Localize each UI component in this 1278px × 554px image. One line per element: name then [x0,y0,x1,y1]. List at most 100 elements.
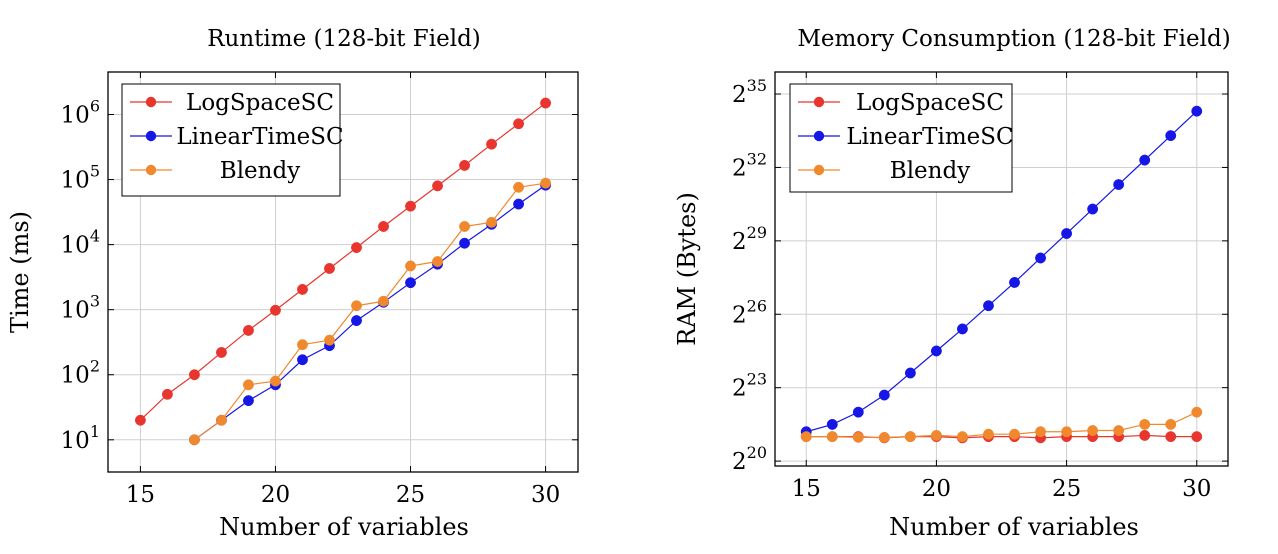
series-blendy [800,406,1203,443]
y-axis-label: Time (ms) [6,211,34,333]
x-axis-label: Number of variables [889,513,1139,541]
data-point [1113,179,1125,191]
x-tick-label: 25 [1052,476,1081,502]
y-tick-label: 106 [61,96,100,128]
legend-marker [813,164,825,176]
data-point [405,260,416,272]
legend-label: Blendy [890,158,970,184]
data-point [983,428,994,440]
data-point [1061,228,1073,239]
data-point [459,237,471,249]
y-tick-exponent: 5 [90,162,100,181]
data-point [878,389,890,401]
y-tick-exponent: 3 [90,292,100,311]
data-point [904,367,916,379]
data-point [1165,130,1177,142]
y-tick-base: 10 [61,233,90,259]
data-point [1035,252,1047,264]
data-point [1139,429,1151,441]
legend-label: LinearTimeSC [176,124,343,150]
data-point [540,177,552,189]
data-point [459,159,471,171]
data-point [1139,154,1151,166]
y-tick-label: 104 [61,227,100,259]
y-tick-base: 10 [61,102,90,128]
y-tick-exponent: 4 [90,227,100,246]
data-point [215,347,227,358]
y-tick-base: 10 [61,168,90,194]
y-axis-label: RAM (Bytes) [673,192,701,346]
chart-title: Runtime (128-bit Field) [207,26,481,52]
data-point [1009,428,1020,440]
y-tick-exponent: 26 [747,296,767,315]
x-tick-label: 15 [792,476,821,502]
data-point [324,263,335,274]
data-point [826,418,838,430]
data-point [297,354,308,366]
legend-entry: LinearTimeSC [130,124,344,150]
data-point [1139,418,1151,430]
data-point [459,221,471,232]
data-point [134,414,146,426]
data-point [161,388,173,400]
data-point [378,295,389,307]
legend-box [121,83,341,197]
y-tick-exponent: 35 [747,76,767,95]
data-point [904,431,916,443]
data-point [513,198,525,210]
data-point [1191,431,1203,443]
x-tick-label: 25 [396,482,425,508]
legend-marker [145,164,157,176]
y-tick-label: 105 [61,162,100,194]
data-point [432,256,443,267]
legend-label: LogSpaceSC [186,90,334,116]
data-point [486,216,498,228]
series-line [806,110,1198,433]
plot-frame [774,71,1229,467]
y-tick-base: 10 [61,298,90,324]
y-tick-label: 101 [61,422,100,454]
legend-marker [813,130,825,142]
y-tick-base: 2 [732,82,747,108]
y-tick-base: 10 [61,363,90,389]
legend-entry: LogSpaceSC [798,90,1004,116]
legend-label: Blendy [220,158,300,184]
data-point [1087,203,1099,215]
data-point [878,431,890,443]
x-tick-label: 30 [1182,476,1211,502]
y-tick-label: 235 [732,76,767,108]
legend: LogSpaceSC LinearTimeSC Blendy [789,83,1014,193]
data-point [351,242,362,254]
chart-title: Memory Consumption (128-bit Field) [797,26,1230,52]
series-logspacesc [134,97,552,426]
series-blendy [188,177,552,446]
data-point [297,339,308,351]
data-point [1113,425,1125,436]
data-point [188,369,200,381]
data-point [324,334,335,346]
data-point [405,277,416,289]
data-point [297,283,308,295]
y-tick-exponent: 23 [747,370,767,389]
y-tick-exponent: 1 [90,422,100,441]
legend-marker [145,96,157,108]
data-point [1009,277,1020,288]
y-tick-exponent: 6 [90,96,100,115]
data-point [852,431,864,443]
x-tick-label: 30 [531,482,560,508]
series-lineartimesc [188,179,552,446]
data-point [956,431,968,443]
y-tick-exponent: 29 [747,223,767,242]
y-tick-base: 2 [732,449,747,475]
data-point [826,431,838,443]
y-tick-base: 2 [732,155,747,181]
y-tick-label: 223 [732,370,767,402]
data-point [243,395,254,407]
data-point [1061,426,1073,438]
data-point [1035,426,1047,438]
x-axis-label: Number of variables [219,513,469,541]
